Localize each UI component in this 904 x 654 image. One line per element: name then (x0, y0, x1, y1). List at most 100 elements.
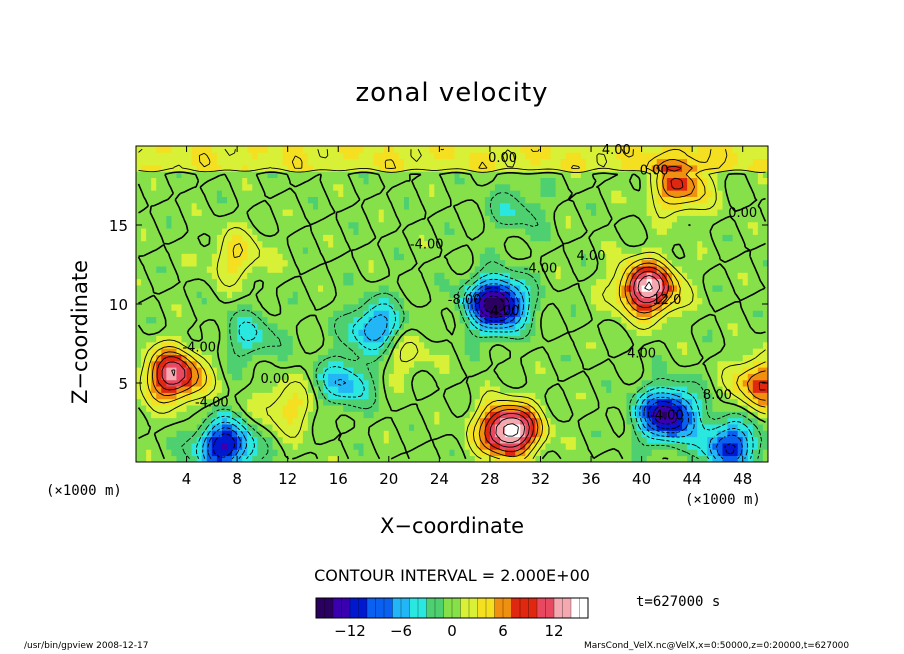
heatmap-cell (297, 297, 304, 305)
heatmap-cell (343, 329, 349, 336)
heatmap-cell (429, 379, 435, 387)
heatmap-cell (403, 405, 410, 412)
heatmap-cell (692, 228, 698, 235)
heatmap-cell (257, 221, 263, 229)
heatmap-cell (515, 247, 521, 254)
heatmap-cell (151, 455, 157, 463)
heatmap-cell (626, 221, 632, 229)
heatmap-cell (383, 310, 390, 318)
heatmap-cell (596, 455, 602, 463)
heatmap-cell (176, 247, 182, 254)
heatmap-cell (601, 272, 607, 280)
heatmap-cell (459, 234, 466, 242)
heatmap-cell (429, 234, 435, 242)
heatmap-cell (353, 417, 359, 425)
heatmap-cell (484, 367, 491, 374)
heatmap-cell (156, 247, 162, 254)
heatmap-cell (505, 386, 511, 393)
heatmap-cell (651, 228, 658, 235)
heatmap-cell (338, 259, 344, 267)
heatmap-cell (474, 240, 481, 248)
heatmap-cell (383, 373, 390, 381)
heatmap-cell (186, 348, 193, 355)
heatmap-cell (505, 266, 511, 273)
heatmap-cell (378, 228, 385, 235)
heatmap-cell (697, 291, 703, 299)
heatmap-cell (474, 278, 481, 286)
heatmap-cell (403, 240, 410, 248)
heatmap-cell (742, 310, 749, 318)
heatmap-cell (459, 329, 466, 336)
heatmap-cell (424, 430, 430, 438)
heatmap-cell (176, 348, 182, 355)
heatmap-cell (636, 240, 642, 248)
heatmap-cell (343, 335, 349, 343)
heatmap-cell (459, 278, 466, 286)
heatmap-cell (747, 455, 754, 463)
heatmap-cell (747, 430, 754, 438)
heatmap-cell (510, 424, 516, 431)
heatmap-cell (393, 278, 400, 286)
heatmap-cell (676, 424, 683, 431)
heatmap-cell (383, 285, 390, 292)
heatmap-cell (272, 360, 278, 368)
heatmap-cell (318, 310, 324, 318)
heatmap-cell (611, 341, 617, 349)
heatmap-cell (464, 455, 471, 463)
heatmap-cell (338, 443, 344, 450)
heatmap-cell (287, 329, 294, 336)
heatmap-cell (348, 304, 354, 311)
heatmap-cell (216, 373, 223, 381)
heatmap-cell (312, 405, 319, 412)
heatmap-cell (206, 348, 213, 355)
heatmap-cell (424, 215, 430, 223)
heatmap-cell (378, 272, 385, 280)
heatmap-cell (312, 436, 319, 444)
heatmap-cell (707, 278, 713, 286)
heatmap-cell (550, 253, 557, 261)
heatmap-cell (535, 348, 541, 355)
heatmap-cell (606, 367, 612, 374)
heatmap-cell (702, 386, 708, 393)
heatmap-cell (606, 228, 612, 235)
heatmap-cell (388, 247, 395, 254)
heatmap-cell (378, 392, 385, 400)
heatmap-cell (191, 291, 198, 299)
heatmap-cell (272, 424, 278, 431)
heatmap-cell (393, 234, 400, 242)
heatmap-cell (398, 354, 405, 362)
heatmap-cell (307, 291, 314, 299)
heatmap-cell (247, 221, 253, 229)
heatmap-cell (712, 278, 718, 286)
heatmap-cell (353, 398, 359, 406)
heatmap-cell (363, 398, 369, 406)
heatmap-cell (540, 405, 546, 412)
heatmap-cell (712, 354, 718, 362)
heatmap-cell (510, 354, 516, 362)
heatmap-cell (646, 228, 653, 235)
heatmap-cell (575, 322, 582, 330)
heatmap-cell (621, 354, 627, 362)
heatmap-cell (292, 285, 299, 292)
heatmap-cell (687, 329, 693, 336)
heatmap-cell (403, 316, 410, 324)
heatmap-cell (383, 436, 390, 444)
heatmap-cell (626, 329, 632, 336)
heatmap-cell (570, 259, 577, 267)
heatmap-cell (555, 367, 562, 374)
heatmap-cell (601, 310, 607, 318)
heatmap-cell (575, 291, 582, 299)
heatmap-cell (500, 373, 506, 381)
heatmap-cell (449, 209, 455, 216)
heatmap-cell (403, 379, 410, 387)
heatmap-cell (489, 278, 496, 286)
heatmap-cell (737, 266, 744, 273)
heatmap-cell (580, 405, 587, 412)
heatmap-cell (161, 266, 167, 273)
heatmap-cell (687, 341, 693, 349)
heatmap-cell (358, 386, 364, 393)
heatmap-cell (419, 373, 425, 381)
heatmap-cell (333, 443, 339, 450)
heatmap-cell (580, 215, 587, 223)
heatmap-cell (732, 348, 739, 355)
